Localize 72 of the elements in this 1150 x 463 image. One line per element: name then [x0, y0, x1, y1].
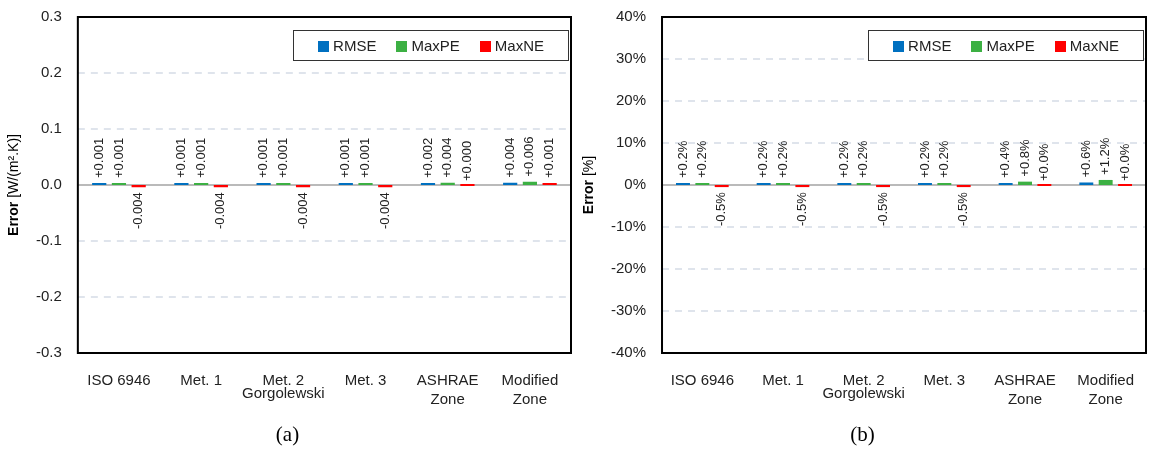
x-tick-label: ASHRAE Zone [416, 370, 479, 408]
legend-label: RMSE [332, 37, 377, 54]
data-label: -0.5% [713, 191, 729, 227]
x-tick-label: ISO 6946 [670, 370, 735, 388]
y-tick-label: 0.0 [40, 175, 62, 193]
data-label: +0.001 [255, 137, 271, 178]
y-tick-label: -40% [610, 343, 647, 361]
legend-label: RMSE [907, 37, 952, 54]
data-label: +0.6% [1077, 139, 1093, 178]
y-tick-label: -10% [610, 217, 647, 235]
x-tick-label: Modified Zone [1077, 370, 1135, 408]
data-label: -0.5% [793, 191, 809, 227]
y-tick-label: -0.3 [35, 343, 62, 361]
data-label: +0.4% [997, 140, 1013, 178]
y-tick-label: 10% [615, 133, 647, 151]
y-tick-label: -0.2 [35, 287, 62, 305]
x-tick-label: Met. 1 [762, 370, 804, 388]
data-label: -0.5% [874, 191, 890, 227]
legend-label: MaxPE [410, 37, 460, 54]
x-tick-label: ISO 6946 [87, 370, 151, 388]
data-label: +0.000 [459, 140, 475, 181]
data-label: +0.8% [1016, 138, 1032, 177]
data-label: +0.001 [172, 137, 188, 178]
data-label: +0.0% [1035, 143, 1051, 181]
y-tick-label: -20% [610, 259, 647, 277]
y-tick-label: 30% [615, 49, 647, 67]
data-label: +0.004 [439, 137, 455, 178]
x-tick-label: Met. 3 [344, 370, 387, 388]
data-label: +0.001 [541, 137, 557, 178]
data-label: -0.004 [212, 192, 228, 230]
data-label: +0.2% [755, 140, 771, 178]
legend-label: MaxPE [985, 37, 1035, 54]
legend-label: MaxNE [1068, 37, 1119, 54]
y-tick-label: 0.3 [40, 7, 62, 25]
x-tick-label: Modified Zone [501, 370, 559, 408]
y-tick-label: 0% [624, 175, 647, 193]
y-tick-label: -30% [610, 301, 647, 319]
data-label: +0.2% [855, 140, 871, 178]
y-axis-title: Error [%] [579, 155, 596, 215]
data-label: -0.5% [955, 191, 971, 227]
data-label: -0.004 [376, 192, 392, 230]
data-label: +0.001 [192, 137, 208, 178]
x-tick-label: Met. 1 [180, 370, 222, 388]
data-label: +0.2% [916, 140, 932, 178]
data-label: +0.001 [274, 137, 290, 178]
data-label: +0.004 [501, 137, 517, 178]
data-label: +0.001 [357, 137, 373, 178]
x-tick-label: Met. 3 [923, 370, 966, 388]
data-label: +0.001 [90, 137, 106, 178]
data-label: +0.2% [774, 140, 790, 178]
x-tick-label: ASHRAE Zone [994, 370, 1056, 408]
data-label: +0.2% [674, 140, 690, 178]
data-label: +1.2% [1097, 137, 1113, 175]
y-tick-label: 20% [615, 91, 647, 109]
y-axis-title: Error [W/(m².K)] [4, 134, 21, 236]
text: (b) [849, 422, 876, 447]
y-tick-label: 0.2 [40, 63, 62, 81]
data-label: +0.0% [1116, 143, 1132, 181]
text: (a) [274, 422, 301, 447]
data-label: +0.2% [693, 140, 709, 178]
data-label: +0.2% [935, 140, 951, 178]
y-tick-label: 40% [615, 7, 647, 25]
data-label: +0.002 [419, 137, 435, 178]
legend-label: MaxNE [493, 37, 544, 54]
data-label: +0.001 [337, 137, 353, 178]
data-label: -0.004 [294, 192, 310, 230]
data-label: +0.006 [521, 136, 537, 177]
data-label: +0.001 [110, 137, 126, 178]
data-label: +0.2% [835, 140, 851, 178]
y-tick-label: -0.1 [35, 231, 62, 249]
y-tick-label: 0.1 [40, 119, 62, 137]
data-label: -0.004 [130, 192, 146, 230]
